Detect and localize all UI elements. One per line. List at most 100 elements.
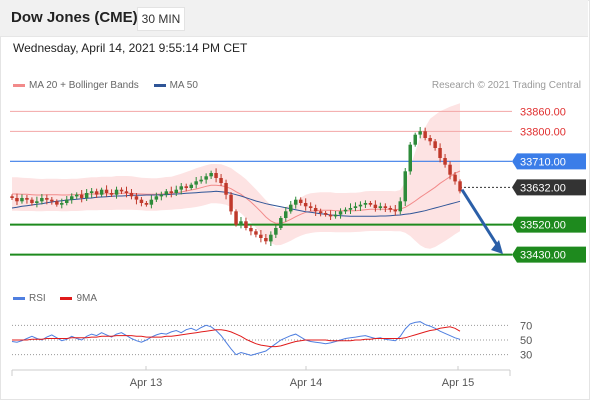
candle-body <box>418 131 422 135</box>
candle-body <box>383 206 388 208</box>
candle-body <box>313 208 318 212</box>
candle-body <box>184 186 188 188</box>
candle-body <box>129 193 134 197</box>
candle-body <box>70 196 74 200</box>
candle-body <box>279 218 283 228</box>
price-label-support: 33430.00 <box>512 246 586 263</box>
legend-rsi: RSI <box>13 293 46 304</box>
rsi-9ma-line <box>12 326 461 348</box>
candle-body <box>348 208 353 210</box>
price-label-text: 33710.00 <box>520 156 566 168</box>
price-legend: MA 20 + Bollinger Bands MA 50 <box>13 80 210 91</box>
candle-body <box>413 134 417 145</box>
candle-body <box>294 199 298 205</box>
candle-body <box>15 198 19 202</box>
candle-body <box>134 196 139 200</box>
price-label-box <box>512 179 586 196</box>
x-axis-tick-label: Apr 14 <box>290 377 322 389</box>
candle-body <box>89 191 94 193</box>
legend-label: RSI <box>29 293 46 304</box>
candle-body <box>328 214 333 217</box>
candle-body <box>229 194 233 212</box>
candle-body <box>353 206 358 208</box>
candle-body <box>289 204 293 212</box>
candle-body <box>104 189 109 193</box>
candle-body <box>254 231 258 235</box>
candle-body <box>149 199 154 205</box>
price-label-box <box>512 216 586 233</box>
candle-body <box>79 194 84 198</box>
legend-label: 9MA <box>76 293 98 304</box>
price-label-text: 33800.00 <box>520 126 566 138</box>
price-label-support: 33520.00 <box>512 216 586 233</box>
price-label-current: 33632.00 <box>512 179 586 196</box>
rsi-legend: RSI 9MA <box>13 293 109 304</box>
candle-body <box>448 164 452 175</box>
candle-body <box>239 221 243 225</box>
candle-body <box>75 194 79 197</box>
candle-body <box>378 206 383 208</box>
candle-body <box>393 209 397 212</box>
candle-body <box>25 198 29 200</box>
rsi-tick-label: 30 <box>520 350 532 362</box>
legend-swatch <box>13 296 25 300</box>
candle-body <box>10 196 14 198</box>
candle-body <box>249 228 253 232</box>
candle-body <box>164 191 169 195</box>
candle-body <box>114 189 119 195</box>
candle-body <box>388 208 393 210</box>
legend-swatch <box>13 83 25 87</box>
candle-body <box>363 203 368 205</box>
rsi-tick-label: 50 <box>520 335 532 347</box>
forecast-arrow-head <box>491 240 503 254</box>
candle-body <box>65 199 69 203</box>
candle-body <box>199 179 203 182</box>
candle-body <box>333 214 338 217</box>
candle-body <box>423 131 427 138</box>
candle-body <box>119 189 124 192</box>
price-label-text: 33860.00 <box>520 106 566 118</box>
legend-swatch <box>60 296 73 300</box>
candle-body <box>308 206 313 208</box>
candle-body <box>224 183 228 195</box>
price-label-box <box>512 153 586 170</box>
candle-body <box>373 204 378 208</box>
candle-body <box>443 158 447 165</box>
price-label-text: 33632.00 <box>520 182 566 194</box>
candle-body <box>403 171 407 202</box>
price-label-box <box>512 246 586 263</box>
candle-body <box>259 234 263 238</box>
price-label-text: 33520.00 <box>520 220 566 232</box>
x-axis-tick-label: Apr 13 <box>130 377 162 389</box>
timeframe-button[interactable]: 30 MIN <box>137 7 185 31</box>
legend-label: MA 50 <box>169 80 198 91</box>
rsi-tick-label: 70 <box>520 320 532 332</box>
timestamp: Wednesday, April 14, 2021 9:55:14 PM CET <box>13 41 248 55</box>
candle-body <box>194 181 198 185</box>
candle-body <box>60 203 64 205</box>
candle-body <box>358 204 363 207</box>
candle-body <box>408 144 412 172</box>
candle-body <box>189 184 193 188</box>
candle-body <box>299 199 303 203</box>
candle-body <box>159 194 164 197</box>
legend-label: MA 20 + Bollinger Bands <box>29 80 139 91</box>
candle-body <box>84 193 89 198</box>
candle-body <box>368 203 373 205</box>
candle-body <box>458 181 462 192</box>
price-label-pivot: 33710.00 <box>512 153 586 170</box>
candle-body <box>284 211 288 218</box>
forecast-arrow-shaft <box>460 188 501 249</box>
candle-body <box>453 174 457 182</box>
legend-ma20-bollinger: MA 20 + Bollinger Bands <box>13 80 139 91</box>
candle-body <box>323 213 328 215</box>
price-label-text: 33430.00 <box>520 250 566 262</box>
candle-body <box>274 228 278 235</box>
candle-body <box>244 221 248 228</box>
legend-swatch <box>153 83 166 87</box>
candle-body <box>45 198 49 200</box>
candle-body <box>154 196 159 200</box>
candle-body <box>398 201 402 212</box>
candle-body <box>433 141 437 148</box>
